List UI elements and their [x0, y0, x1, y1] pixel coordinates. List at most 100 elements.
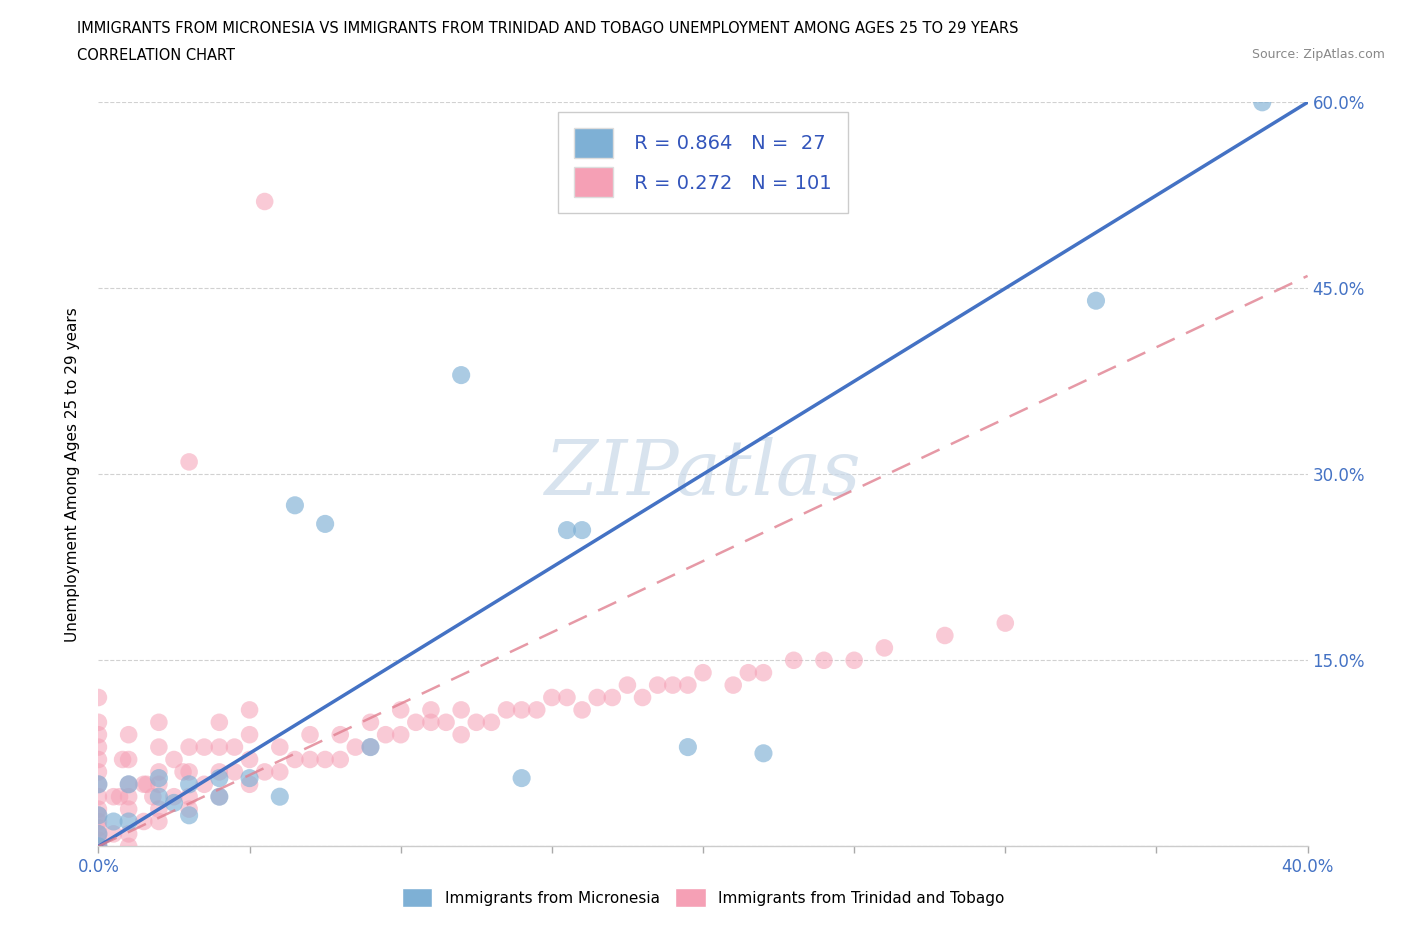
Point — [723, 678, 745, 693]
Point — [450, 702, 472, 717]
Point — [752, 665, 775, 680]
Point — [148, 764, 170, 779]
Point — [239, 727, 262, 742]
Point — [118, 777, 141, 791]
Text: ZIPatlas: ZIPatlas — [544, 437, 862, 512]
Point — [118, 827, 141, 842]
Point — [389, 702, 412, 717]
Point — [87, 715, 110, 730]
Point — [148, 739, 170, 754]
Point — [571, 702, 593, 717]
Point — [360, 715, 382, 730]
Point — [103, 827, 125, 842]
Point — [179, 739, 201, 754]
Point — [208, 764, 231, 779]
Legend:  R = 0.864   N =  27,  R = 0.272   N = 101: R = 0.864 N = 27, R = 0.272 N = 101 — [558, 112, 848, 213]
Point — [148, 771, 170, 786]
Point — [87, 839, 110, 854]
Point — [208, 739, 231, 754]
Point — [239, 777, 262, 791]
Point — [118, 790, 141, 804]
Point — [405, 715, 427, 730]
Point — [360, 739, 382, 754]
Point — [314, 752, 336, 767]
Point — [87, 752, 110, 767]
Point — [934, 628, 956, 643]
Point — [179, 790, 201, 804]
Point — [148, 802, 170, 817]
Point — [87, 739, 110, 754]
Point — [142, 790, 165, 804]
Point — [661, 678, 683, 693]
Point — [193, 777, 215, 791]
Point — [179, 808, 201, 823]
Point — [510, 771, 533, 786]
Point — [994, 616, 1017, 631]
Point — [208, 715, 231, 730]
Point — [224, 764, 246, 779]
Point — [1085, 293, 1108, 308]
Point — [87, 808, 110, 823]
Point — [224, 739, 246, 754]
Point — [692, 665, 714, 680]
Point — [495, 702, 517, 717]
Point — [299, 727, 322, 742]
Point — [420, 702, 443, 717]
Point — [87, 764, 110, 779]
Point — [329, 727, 352, 742]
Point — [1251, 95, 1274, 110]
Point — [676, 678, 699, 693]
Point — [118, 777, 141, 791]
Point — [87, 839, 110, 854]
Point — [148, 715, 170, 730]
Point — [179, 802, 201, 817]
Text: Source: ZipAtlas.com: Source: ZipAtlas.com — [1251, 48, 1385, 61]
Point — [208, 790, 231, 804]
Point — [752, 746, 775, 761]
Point — [87, 839, 110, 854]
Point — [135, 777, 157, 791]
Point — [87, 802, 110, 817]
Point — [481, 715, 503, 730]
Point — [555, 690, 578, 705]
Point — [148, 790, 170, 804]
Point — [555, 523, 578, 538]
Point — [179, 455, 201, 470]
Text: CORRELATION CHART: CORRELATION CHART — [77, 48, 235, 63]
Point — [87, 777, 110, 791]
Point — [284, 752, 307, 767]
Point — [631, 690, 654, 705]
Point — [239, 702, 262, 717]
Point — [163, 752, 186, 767]
Point — [148, 814, 170, 829]
Point — [510, 702, 533, 717]
Point — [344, 739, 367, 754]
Point — [118, 802, 141, 817]
Point — [526, 702, 548, 717]
Point — [118, 752, 141, 767]
Point — [87, 808, 110, 823]
Point — [239, 771, 262, 786]
Point — [602, 690, 624, 705]
Point — [118, 814, 141, 829]
Point — [389, 727, 412, 742]
Point — [571, 523, 593, 538]
Point — [179, 777, 201, 791]
Y-axis label: Unemployment Among Ages 25 to 29 years: Unemployment Among Ages 25 to 29 years — [65, 307, 80, 642]
Point — [314, 516, 336, 531]
Point — [163, 790, 186, 804]
Point — [269, 739, 291, 754]
Point — [434, 715, 457, 730]
Point — [269, 764, 291, 779]
Point — [193, 739, 215, 754]
Point — [676, 739, 699, 754]
Legend: Immigrants from Micronesia, Immigrants from Trinidad and Tobago: Immigrants from Micronesia, Immigrants f… — [395, 883, 1011, 913]
Point — [111, 752, 134, 767]
Point — [87, 690, 110, 705]
Point — [844, 653, 866, 668]
Point — [87, 820, 110, 835]
Point — [118, 727, 141, 742]
Point — [87, 827, 110, 842]
Point — [172, 764, 194, 779]
Point — [87, 777, 110, 791]
